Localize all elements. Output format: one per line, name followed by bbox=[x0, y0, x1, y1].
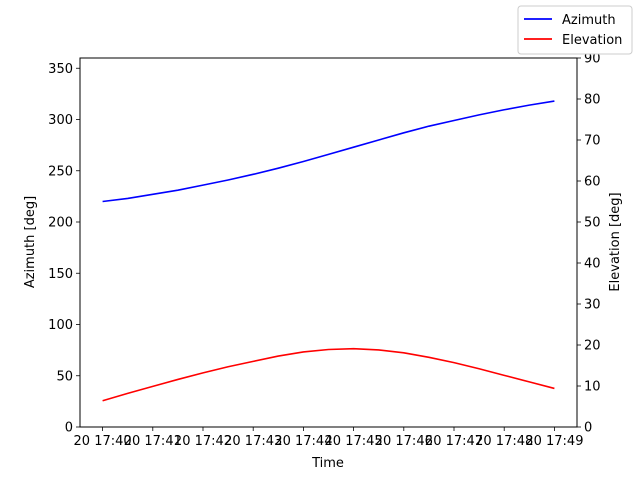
legend-label-elevation: Elevation bbox=[562, 33, 622, 48]
y-tick-label-left: 150 bbox=[48, 267, 73, 282]
y-tick-label-left: 50 bbox=[56, 369, 73, 384]
y-tick-label-left: 350 bbox=[48, 62, 73, 77]
y-tick-label-right: 30 bbox=[584, 298, 601, 313]
y-tick-label-right: 10 bbox=[584, 380, 601, 395]
x-tick-label: 20 17:49 bbox=[525, 434, 583, 449]
plot-area bbox=[80, 58, 577, 427]
y-tick-label-left: 0 bbox=[65, 421, 73, 436]
y-tick-label-right: 40 bbox=[584, 257, 601, 272]
y-axis-label-right: Elevation [deg] bbox=[608, 192, 623, 291]
y-tick-label-left: 100 bbox=[48, 318, 73, 333]
y-ticks-left: 0 50 100 150 200 250 300 350 bbox=[48, 62, 80, 436]
x-tick-label: 20 17:47 bbox=[425, 434, 483, 449]
y-tick-label-left: 250 bbox=[48, 164, 73, 179]
x-tick-label: 20 17:46 bbox=[375, 434, 433, 449]
x-tick-label: 20 17:44 bbox=[274, 434, 332, 449]
y-tick-label-right: 90 bbox=[584, 52, 601, 67]
y-tick-label-right: 0 bbox=[584, 421, 592, 436]
x-tick-label: 20 17:48 bbox=[475, 434, 533, 449]
x-tick-label: 20 17:40 bbox=[74, 434, 132, 449]
y-axis-label-left: Azimuth [deg] bbox=[23, 196, 38, 288]
y-ticks-right: 0 10 20 30 40 50 60 70 80 90 bbox=[577, 52, 601, 436]
legend-box bbox=[517, 5, 633, 55]
legend-label-azimuth: Azimuth bbox=[562, 13, 616, 28]
x-axis-label: Time bbox=[311, 456, 344, 471]
series-line-elevation bbox=[102, 347, 555, 402]
axes-layer bbox=[79, 57, 578, 428]
y-tick-label-right: 80 bbox=[584, 93, 601, 108]
series-layer bbox=[102, 100, 555, 402]
x-tick-label: 20 17:45 bbox=[325, 434, 383, 449]
y-tick-label-right: 70 bbox=[584, 134, 601, 149]
y-tick-label-left: 200 bbox=[48, 216, 73, 231]
y-tick-label-left: 300 bbox=[48, 113, 73, 128]
plot-frame bbox=[79, 57, 578, 428]
legend: Azimuth Elevation bbox=[517, 5, 633, 55]
series-line-azimuth bbox=[102, 100, 555, 203]
y-tick-label-right: 20 bbox=[584, 339, 601, 354]
x-tick-label: 20 17:43 bbox=[224, 434, 282, 449]
x-tick-label: 20 17:42 bbox=[174, 434, 232, 449]
x-tick-label: 20 17:41 bbox=[124, 434, 182, 449]
y-tick-label-right: 50 bbox=[584, 216, 601, 231]
y-tick-label-right: 60 bbox=[584, 175, 601, 190]
